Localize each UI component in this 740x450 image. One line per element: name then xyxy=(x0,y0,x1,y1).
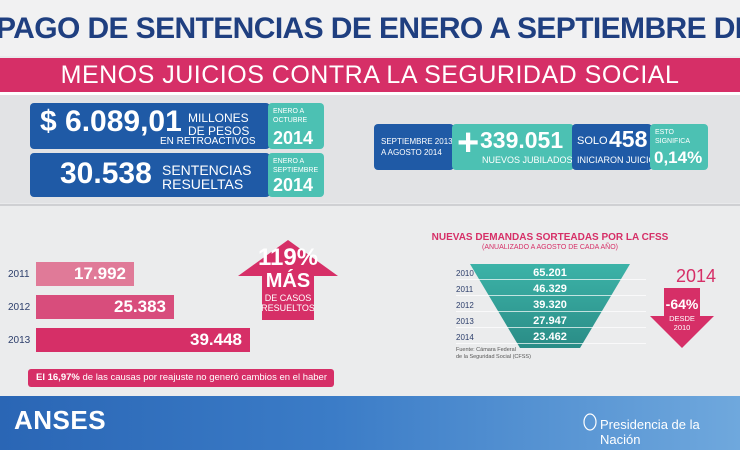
section-divider xyxy=(0,204,740,206)
funnel-value: 46.329 xyxy=(533,283,567,295)
source-note: Fuente: Cámara Federal de la Seguridad S… xyxy=(456,347,531,360)
suits-prefix: SOLO xyxy=(577,135,608,147)
bar-year-label: 2012 xyxy=(8,302,31,313)
amount-box: $ 6.089,01 MILLONES DE PESOS EN RETROACT… xyxy=(30,103,270,149)
retirees-box: + 339.051 NUEVOS JUBILADOS xyxy=(452,122,574,170)
divider xyxy=(0,92,740,95)
amount-sub: EN RETROACTIVOS xyxy=(160,136,256,147)
funnel-year-label: 2012 xyxy=(456,301,474,310)
suits-value: 458 xyxy=(609,126,648,152)
funnel-subtitle: (ANUALIZADO A AGOSTO DE CADA AÑO) xyxy=(481,244,619,251)
sentences-box: 30.538 SENTENCIAS RESUELTAS xyxy=(30,153,270,197)
bar-year-label: 2013 xyxy=(8,335,31,346)
meaning-value: 0,14% xyxy=(654,148,703,167)
drop-pct: -64% xyxy=(665,296,699,312)
drop-sub: DESDE 2010 xyxy=(669,314,695,332)
funnel-year-label: 2013 xyxy=(456,317,474,326)
presidency-label: Presidencia de la Nación xyxy=(600,417,700,447)
meaning-label: ESTO SIGNIFICA xyxy=(655,129,691,145)
sentences-value: 30.538 xyxy=(60,157,152,190)
growth-sub: DE CASOS RESUELTOS xyxy=(261,293,315,313)
funnel-value: 39.320 xyxy=(533,299,567,311)
funnel-year-label: 2010 xyxy=(456,269,474,278)
shield-icon xyxy=(583,413,597,431)
funnel-year-label: 2011 xyxy=(456,285,474,294)
funnel-value: 65.201 xyxy=(533,267,567,279)
footer xyxy=(0,396,740,450)
funnel-title: NUEVAS DEMANDAS SORTEADAS POR LA CFSS xyxy=(431,232,669,243)
funnel-value: 27.947 xyxy=(533,315,567,327)
suits-box: SOLO 458 INICIARON JUICIO xyxy=(572,124,656,170)
sentences-year: 2014 xyxy=(273,175,314,195)
note-bar: El 16,97% de las causas por reajuste no … xyxy=(28,369,334,387)
drop-arrow-icon xyxy=(650,288,714,348)
amount-period: ENERO A OCTUBRE xyxy=(273,108,308,124)
page-title: PAGO DE SENTENCIAS DE ENERO A SEPTIEMBRE… xyxy=(0,12,740,45)
growth-arrow-icon xyxy=(238,240,338,320)
bar: 39.448 xyxy=(36,328,250,352)
amount-unit: MILLONES DE PESOS xyxy=(188,111,250,138)
note-text: de las causas por reajuste no generó cam… xyxy=(79,372,327,383)
funnel-row-line xyxy=(456,295,646,296)
sentences-period: ENERO A SEPTIEMBRE xyxy=(273,158,319,174)
sentences-unit: SENTENCIAS RESUELTAS xyxy=(162,162,252,192)
retirees-label: NUEVOS JUBILADOS xyxy=(482,155,573,165)
retirees-period: SEPTIEMBRE 2013 A AGOSTO 2014 xyxy=(381,137,453,157)
retirees-value: 339.051 xyxy=(480,127,564,153)
suits-label: INICIARON JUICIO xyxy=(577,155,656,165)
sentences-period-box: ENERO A SEPTIEMBRE 2014 xyxy=(268,153,324,197)
bar: 25.383 xyxy=(36,295,174,319)
growth-word: MÁS xyxy=(265,270,311,292)
retirees-period-box: SEPTIEMBRE 2013 A AGOSTO 2014 xyxy=(374,124,454,170)
amount-year: 2014 xyxy=(273,128,314,148)
anses-logo: ANSES xyxy=(14,405,107,435)
funnel-row-line xyxy=(456,343,646,344)
funnel-row-line xyxy=(456,327,646,328)
funnel-value: 23.462 xyxy=(533,331,567,343)
bar-year-label: 2011 xyxy=(8,269,30,280)
page-subtitle: MENOS JUICIOS CONTRA LA SEGURIDAD SOCIAL xyxy=(60,61,680,89)
plus-icon: + xyxy=(457,122,480,164)
note-bold: El 16,97% xyxy=(36,372,80,383)
bar: 17.992 xyxy=(36,262,134,286)
meaning-box: ESTO SIGNIFICA 0,14% xyxy=(650,124,708,170)
funnel-row-line xyxy=(456,311,646,312)
funnel-year-label: 2014 xyxy=(456,333,474,342)
page-title-bar: PAGO DE SENTENCIAS DE ENERO A SEPTIEMBRE… xyxy=(0,0,740,56)
amount-period-box: ENERO A OCTUBRE 2014 xyxy=(268,103,324,149)
funnel-row-line xyxy=(456,279,646,280)
subtitle-bar: MENOS JUICIOS CONTRA LA SEGURIDAD SOCIAL xyxy=(0,58,740,92)
amount-value: $ 6.089,01 xyxy=(40,105,182,138)
drop-year: 2014 xyxy=(676,266,717,286)
growth-pct: 119% xyxy=(258,244,319,271)
